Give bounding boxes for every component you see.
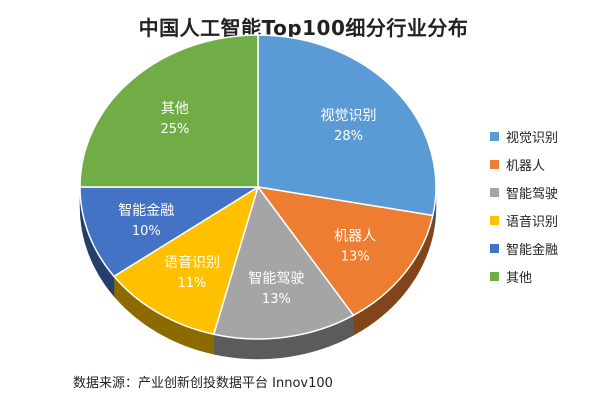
chart-title: 中国人工智能Top100细分行业分布 [138,16,469,40]
legend-swatch [490,243,499,253]
legend-swatch [490,159,499,169]
legend-label: 语音识别 [506,214,559,230]
legend-label: 其他 [506,270,533,286]
pie-label-name: 其他 [161,101,189,117]
legend-item: 智能驾驶 [490,178,600,206]
pie-slice-智能金融[interactable] [79,186,259,278]
pie-data-labels: 视觉识别 28% 机器人 13% 智能驾驶 13% 语音识别 11% 智能金融 10% 其他 25% [118,101,376,307]
pie-slice-机器人[interactable] [257,186,434,317]
legend-swatch [490,215,499,225]
pie-label-value: 13% [341,249,370,264]
legend-item: 机器人 [490,150,600,178]
legend-item: 语音识别 [490,206,600,234]
pie-label-value: 10% [132,224,161,239]
legend-swatch [490,271,499,281]
pie-slice-视觉识别[interactable] [257,34,437,217]
legend-label: 机器人 [506,158,546,174]
legend-label: 智能驾驶 [506,186,559,202]
pie-slice-其他[interactable] [79,34,259,188]
pie-slice-语音识别[interactable] [113,186,259,335]
pie-label-name: 智能驾驶 [248,271,304,287]
legend-swatch [490,187,499,197]
data-source-note: 数据来源：产业创新创投数据平台 Innov100 [73,376,333,391]
pie-label-name: 智能金融 [118,203,174,219]
legend-item: 智能金融 [490,234,600,262]
pie-label-value: 25% [160,122,189,137]
pie-label-value: 11% [178,276,207,291]
chart-legend: 视觉识别机器人智能驾驶语音识别智能金融其他 [490,122,600,290]
pie-label-name: 语音识别 [164,254,220,271]
legend-label: 智能金融 [506,242,559,258]
legend-item: 视觉识别 [490,122,600,150]
pie-slice-智能驾驶[interactable] [212,186,355,340]
pie-label-value: 28% [334,129,363,144]
legend-item: 其他 [490,262,600,290]
pie-label-name: 视觉识别 [321,108,377,124]
pie-slices [79,34,437,340]
legend-swatch [490,131,499,141]
pie-label-name: 机器人 [334,228,376,244]
pie-label-value: 13% [262,292,291,307]
legend-label: 视觉识别 [506,130,559,146]
